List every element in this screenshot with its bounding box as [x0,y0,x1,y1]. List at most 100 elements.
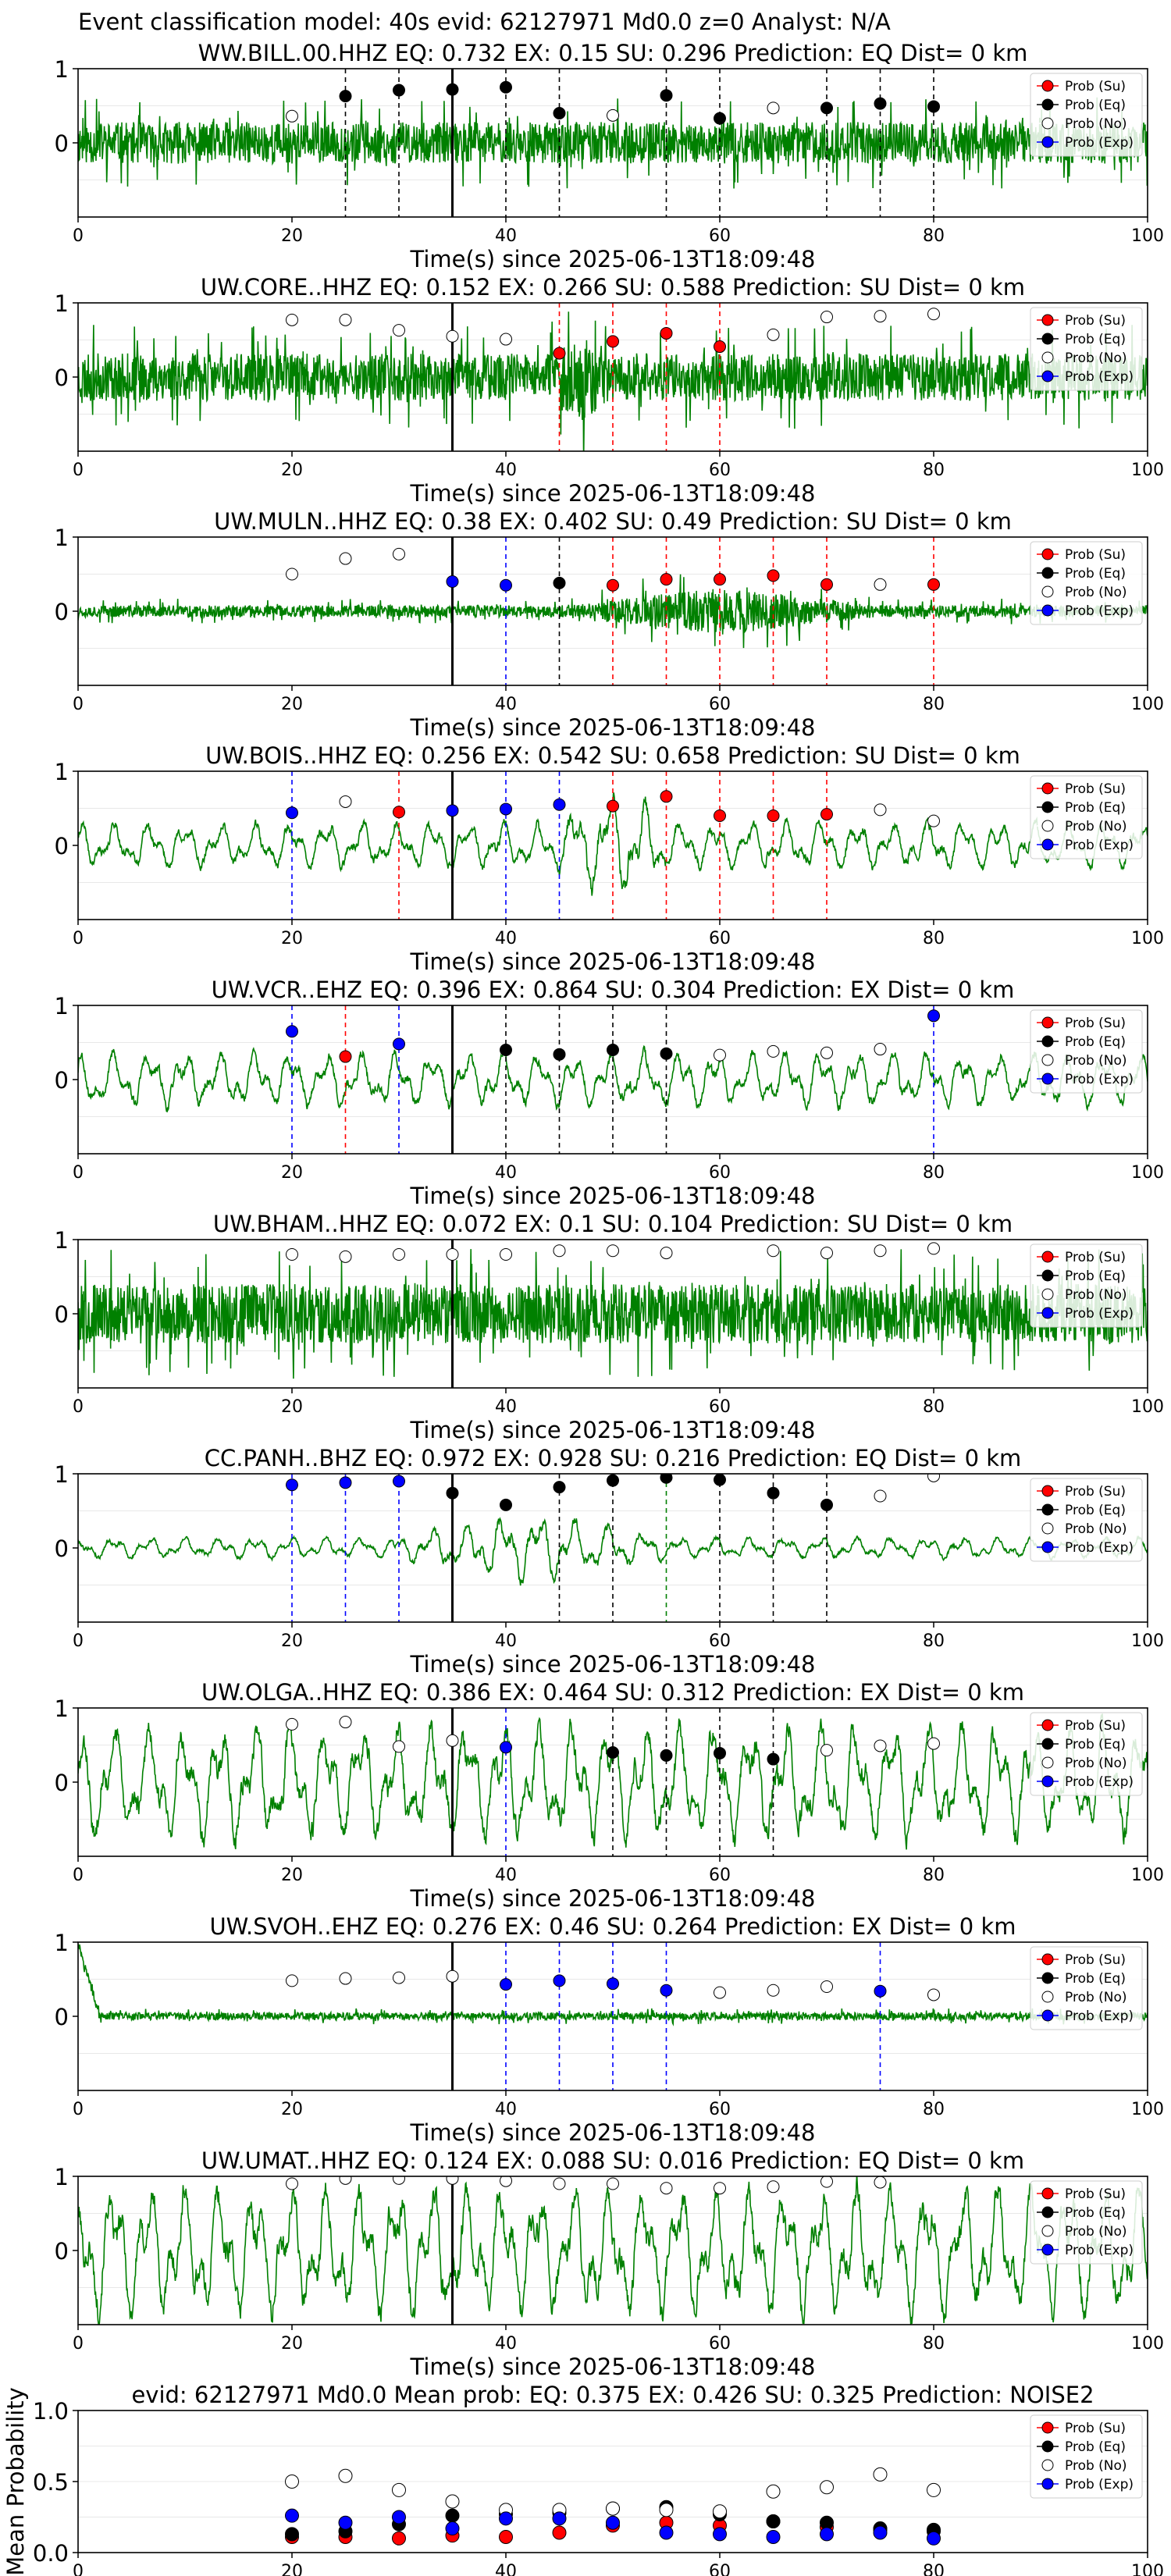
x-tick-label: 40 [495,1397,517,1417]
prob-point-eq [927,100,940,113]
legend-marker-exp [1041,838,1054,851]
x-tick-label: 0 [73,2334,84,2354]
legend-label: Prob (Eq) [1065,2205,1126,2221]
prob-point-no [500,2176,512,2187]
legend-label: Prob (Eq) [1065,1503,1126,1518]
prob-point-eq [500,1044,512,1056]
legend-marker-su [1041,782,1054,795]
legend-marker-no [1041,1756,1054,1769]
x-tick-label: 100 [1131,2100,1164,2119]
x-axis-label: Time(s) since 2025-06-13T18:09:48 [410,948,816,975]
x-tick-label: 80 [923,1866,945,1885]
y-tick-label: 0 [55,2238,69,2265]
y-tick-label: 1 [55,56,69,83]
prob-point-no [393,324,405,337]
prob-point-no [339,552,352,565]
panel-title: UW.OLGA..HHZ EQ: 0.386 EX: 0.464 SU: 0.3… [201,1679,1024,1706]
x-tick-label: 0 [73,695,84,714]
plot-area [78,771,1148,920]
prob-point-exp [500,802,512,816]
mean-point-exp [820,2527,834,2542]
prob-point-eq [767,1752,780,1766]
prob-point-no [820,1744,833,1757]
prob-point-exp [286,806,298,820]
y-tick-label: 0 [55,1535,69,1562]
panel-uw-umat--hhz: UW.UMAT..HHZ EQ: 0.124 EX: 0.088 SU: 0.0… [55,2147,1164,2380]
legend-marker-exp [1041,2009,1054,2022]
x-tick-label: 100 [1131,1866,1164,1885]
x-axis-label: Time(s) since 2025-06-13T18:09:48 [410,1885,816,1912]
x-tick-label: 80 [923,226,945,246]
x-tick-label: 60 [709,1631,731,1651]
legend-box [1030,1946,1143,2030]
x-tick-label: 0 [73,2100,84,2119]
x-tick-label: 60 [709,226,731,246]
legend-box [1030,1712,1143,1796]
prob-point-eq [553,1048,566,1061]
legend-marker-exp [1041,1307,1054,1319]
prob-point-no [820,1980,833,1993]
x-tick-label: 80 [923,1631,945,1651]
y-tick-label: 1 [55,2164,69,2190]
legend: Prob (Su) Prob (Eq) Prob (No) Prob (Exp) [1030,73,1143,157]
y-axis-label: Mean Probability [2,2387,29,2576]
legend-label: Prob (Su) [1065,2421,1126,2436]
prob-point-no [874,1043,887,1056]
x-tick-label: 0 [73,1866,84,1885]
legend-marker-exp [1041,2243,1054,2256]
prob-point-no [714,2182,726,2195]
legend-box [1030,541,1143,625]
y-tick-label: 1 [55,1227,69,1254]
x-axis-label: Time(s) since 2025-06-13T18:09:48 [410,1417,816,1443]
prob-point-eq [553,576,566,589]
x-tick-label: 20 [281,1397,303,1417]
legend-label: Prob (Exp) [1065,2477,1134,2492]
prob-point-eq [660,89,673,102]
y-tick-label: 0.5 [33,2469,69,2496]
legend-marker-eq [1041,1503,1054,1516]
legend-marker-su [1041,2421,1054,2434]
prob-point-no [339,1972,352,1985]
prob-point-no [660,1247,673,1260]
x-tick-label: 60 [709,929,731,948]
prob-point-su [660,326,673,340]
legend-label: Prob (No) [1065,116,1127,132]
panel-title: UW.MULN..HHZ EQ: 0.38 EX: 0.402 SU: 0.49… [214,508,1012,535]
prob-point-exp [286,1025,298,1038]
prob-point-no [553,2177,566,2190]
prob-point-no [927,308,940,321]
prob-point-no [393,1740,405,1753]
legend-marker-exp [1041,2478,1054,2490]
x-tick-label: 40 [495,1163,517,1183]
x-tick-label: 0 [73,1631,84,1651]
prob-point-eq [553,107,566,119]
legend-marker-eq [1041,1269,1054,1282]
legend: Prob (Su) Prob (Eq) Prob (No) Prob (Exp) [1030,1712,1143,1796]
mean-point-exp [285,2508,299,2523]
prob-point-no [393,1971,405,1984]
legend-label: Prob (No) [1065,819,1127,834]
mean-point-eq [285,2527,299,2542]
y-tick-label: 0 [55,1301,69,1328]
mean-point-exp [873,2525,888,2540]
prob-point-no [767,1984,780,1997]
prob-point-exp [393,1475,405,1488]
mean-point-no [713,2504,727,2519]
mean-point-eq [445,2508,460,2523]
plot-area [78,2176,1148,2325]
legend-marker-exp [1041,604,1054,617]
prob-point-no [607,1244,619,1258]
x-tick-label: 100 [1131,461,1164,480]
mean-point-no [873,2467,888,2482]
y-tick-label: 0 [55,130,69,157]
legend: Prob (Su) Prob (Eq) Prob (No) Prob (Exp) [1030,541,1143,625]
prob-point-no [393,547,405,560]
prob-point-no [874,310,887,323]
prob-point-no [446,1248,459,1261]
legend-label: Prob (No) [1065,2224,1127,2240]
x-axis-label: Time(s) since 2025-06-13T18:09:48 [410,246,816,272]
x-tick-label: 60 [709,695,731,714]
legend-label: Prob (Exp) [1065,1072,1134,1087]
mean-point-no [392,2482,406,2497]
prob-point-su [927,578,940,591]
